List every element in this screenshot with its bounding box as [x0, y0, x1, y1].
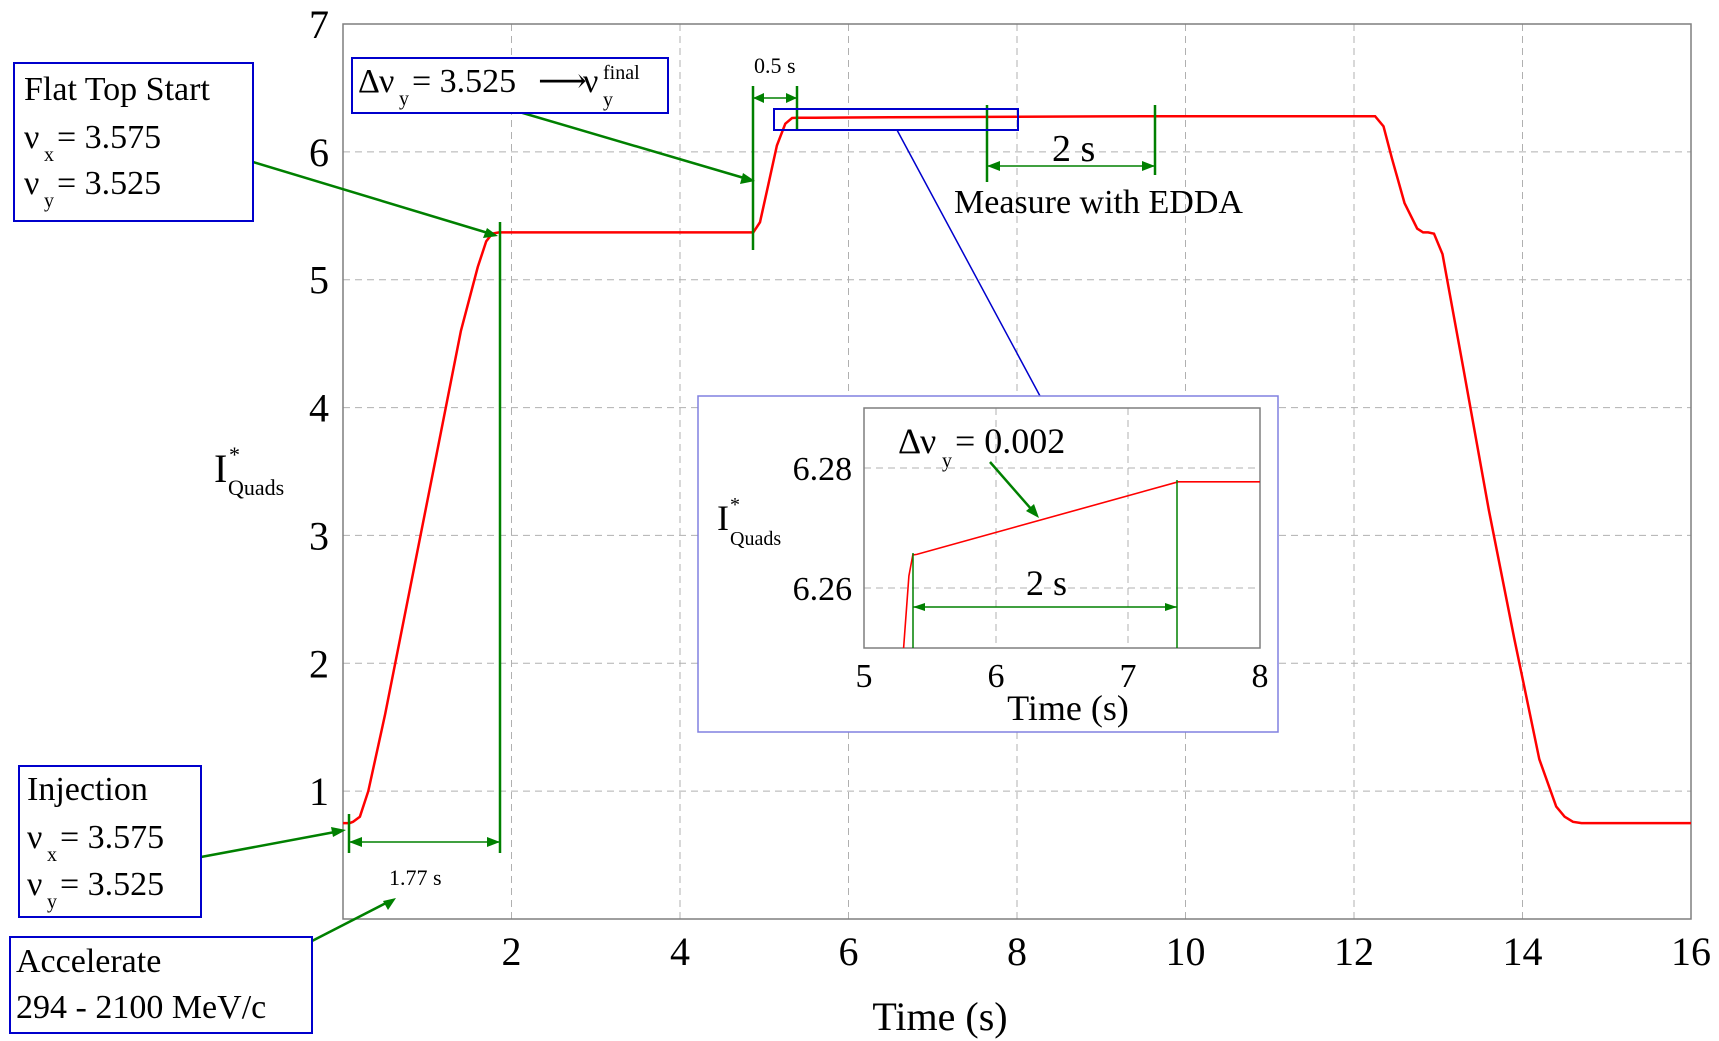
x-tick-label: 14: [1503, 929, 1543, 974]
label-measure-edda: Measure with EDDA: [954, 184, 1243, 221]
delta-nu-value: = 3.525: [412, 63, 516, 100]
inset-y-axis-label: I * Quads: [717, 494, 781, 550]
zoom-link-line: [896, 129, 1041, 397]
label-2s-main: 2 s: [1052, 128, 1095, 170]
inset-pointer-delta: [989, 461, 1039, 518]
delta-nu-symbol: ν: [379, 63, 394, 100]
injection-nu-x-value: = 3.575: [60, 819, 164, 856]
inset-panel: [697, 395, 1279, 733]
x-tick-label: 5: [856, 658, 873, 695]
inset-delta-nu-sub: y: [942, 450, 952, 472]
accelerate-box: Accelerate 294 - 2100 MeV/c: [9, 936, 313, 1034]
inset-arrow-2s: [913, 603, 1177, 611]
inset-plot-frame: [863, 407, 1261, 649]
injection-nu-x-symbol: ν: [27, 819, 42, 856]
delta-nu-box: Δ ν y = 3.525 ⟶ ν y final: [351, 57, 669, 114]
pointer-delta-nu: [515, 109, 755, 184]
main-y-tick-labels: 1 2 3 4 5 6 7: [309, 2, 329, 814]
injection-nu-y-value: = 3.525: [60, 866, 164, 903]
inset-label-2s: 2 s: [1026, 563, 1067, 603]
x-tick-label: 6: [988, 658, 1005, 695]
main-series-line: [343, 114, 1691, 825]
flat-top-start-box: Flat Top Start ν x = 3.575 ν y = 3.525: [13, 62, 254, 222]
delta-nu-sub: y: [399, 88, 409, 110]
flat-top-nu-x-value: = 3.575: [57, 119, 161, 156]
inset-series-line: [902, 481, 1260, 649]
accelerate-momentum: 294 - 2100 MeV/c: [16, 989, 266, 1026]
arrow-2s-main: [987, 161, 1155, 171]
main-ylabel-sub: Quads: [228, 475, 284, 500]
injection-box: Injection ν x = 3.575 ν y = 3.525: [18, 765, 202, 918]
inset-ylabel-sub: Quads: [730, 528, 781, 550]
flat-top-nu-y-sub: y: [44, 190, 54, 212]
arrow-1p77s: [349, 837, 500, 847]
final-nu-sub: y: [603, 89, 613, 111]
pointer-accelerate: [311, 898, 396, 943]
inset-x-tick-labels: 5 6 7 8: [856, 658, 1269, 695]
pointer-flat-top: [252, 160, 498, 238]
zoom-region-box: [773, 108, 1019, 131]
final-nu-sup: final: [603, 62, 640, 84]
main-x-axis-label: Time (s): [872, 994, 1007, 1039]
main-ylabel-sup: *: [229, 442, 240, 467]
y-tick-label: 6.26: [793, 571, 853, 608]
main-plot-frame: [342, 23, 1692, 920]
flat-top-nu-y-value: = 3.525: [57, 165, 161, 202]
x-tick-label: 10: [1166, 929, 1206, 974]
x-tick-label: 4: [670, 929, 690, 974]
injection-nu-y-sub: y: [47, 891, 57, 913]
flat-top-title: Flat Top Start: [24, 71, 210, 108]
label-1p77s: 1.77 s: [389, 865, 442, 890]
x-tick-label: 12: [1334, 929, 1374, 974]
x-tick-label: 7: [1120, 658, 1137, 695]
inset-y-tick-labels: 6.26 6.28: [793, 451, 853, 608]
delta-symbol: Δ: [358, 63, 380, 100]
main-ylabel-main: I: [214, 446, 227, 491]
y-tick-label: 3: [309, 513, 329, 558]
y-tick-label: 6: [309, 130, 329, 175]
x-tick-label: 16: [1671, 929, 1711, 974]
y-tick-label: 7: [309, 2, 329, 47]
main-x-tick-labels: 2 4 6 8 10 12 14 16: [502, 929, 1712, 974]
flat-top-nu-x-symbol: ν: [24, 119, 39, 156]
inset-delta-label: Δ ν y = 0.002: [898, 421, 1065, 472]
inset-x-axis-label: Time (s): [1007, 688, 1129, 728]
x-tick-label: 8: [1252, 658, 1269, 695]
injection-nu-y-symbol: ν: [27, 866, 42, 903]
flat-top-nu-x-sub: x: [44, 144, 54, 166]
label-0p5s: 0.5 s: [754, 53, 796, 78]
x-tick-label: 6: [839, 929, 859, 974]
final-nu-symbol: ν: [583, 63, 598, 100]
pointer-injection: [200, 827, 346, 859]
y-tick-label: 4: [309, 386, 329, 431]
inset-ylabel-main: I: [717, 498, 729, 538]
y-tick-label: 6.28: [793, 451, 853, 488]
inset-delta-value: = 0.002: [955, 421, 1065, 461]
delta-arrow: ⟶: [538, 63, 587, 100]
arrow-0p5s: [753, 93, 797, 103]
inset-ylabel-sup: *: [730, 494, 740, 516]
inset-delta-nu-symbol: ν: [920, 421, 936, 461]
inset-delta-symbol: Δ: [898, 421, 921, 461]
flat-top-nu-y-symbol: ν: [24, 165, 39, 202]
y-tick-label: 2: [309, 641, 329, 686]
x-tick-label: 8: [1007, 929, 1027, 974]
injection-title: Injection: [27, 771, 148, 808]
accelerate-title: Accelerate: [16, 943, 161, 980]
x-tick-label: 2: [502, 929, 522, 974]
main-y-axis-label: I * Quads: [214, 442, 284, 500]
y-tick-label: 5: [309, 258, 329, 303]
injection-nu-x-sub: x: [47, 844, 57, 866]
y-tick-label: 1: [309, 769, 329, 814]
